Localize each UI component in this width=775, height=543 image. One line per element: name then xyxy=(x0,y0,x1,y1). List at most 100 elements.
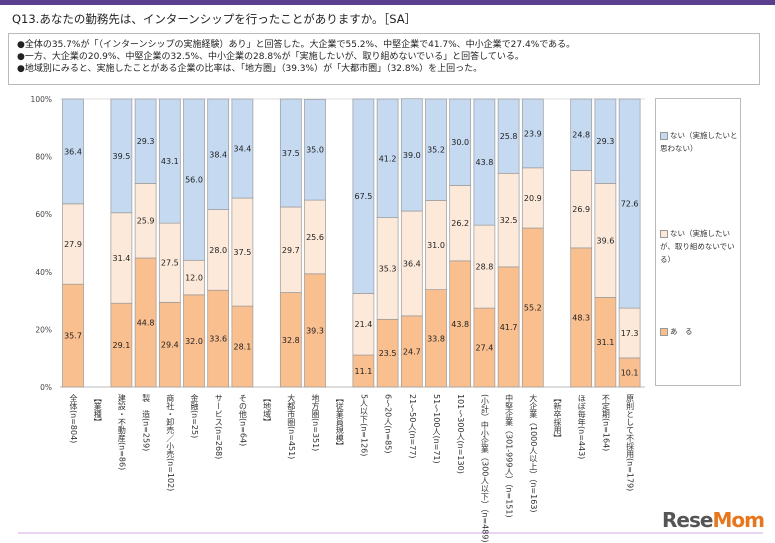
data-label: 33.6 xyxy=(209,335,227,344)
data-label: 11.1 xyxy=(354,367,372,376)
data-label: 44.8 xyxy=(137,318,155,327)
data-label: 31.4 xyxy=(112,254,130,263)
data-label: 35.0 xyxy=(306,146,324,155)
x-tick-label: 大都市圏(n=451) xyxy=(286,394,296,460)
data-label: 26.9 xyxy=(572,205,590,214)
data-label: 37.5 xyxy=(233,248,251,257)
legend: ない（実施したいと思わない） ない（実施したいが、取り組めないでいる） あ る xyxy=(655,98,741,386)
legend-item: ない（実施したいと思わない） xyxy=(660,131,738,153)
data-label: 31.0 xyxy=(427,241,445,250)
bar-segment xyxy=(376,98,399,219)
bar-segment xyxy=(425,98,447,201)
y-tick-label: 0% xyxy=(40,383,52,392)
bar-segment xyxy=(110,98,133,214)
data-label: 43.8 xyxy=(451,320,469,329)
y-tick-label: 100% xyxy=(31,95,52,104)
legend-swatch xyxy=(660,132,668,140)
data-label: 29.1 xyxy=(112,341,130,350)
data-label: 21.4 xyxy=(354,320,372,329)
data-label: 33.8 xyxy=(427,334,445,343)
legend-item: あ る xyxy=(660,325,738,338)
x-tick-label: 大企業（1000人以上）（n=163) xyxy=(528,394,538,513)
data-label: 41.2 xyxy=(379,154,397,163)
bar-segment xyxy=(618,98,641,309)
bar-segment xyxy=(521,98,544,169)
x-tick-label: 地方圏(n=351) xyxy=(311,394,320,452)
data-label: 43.8 xyxy=(475,158,493,167)
data-label: 38.4 xyxy=(209,150,227,159)
legend-swatch xyxy=(660,230,668,238)
chart-frame xyxy=(18,90,763,534)
bar-segment xyxy=(158,98,181,224)
bar-segment xyxy=(497,98,520,174)
data-label: 32.0 xyxy=(185,337,203,346)
legend-swatch xyxy=(660,328,668,336)
y-tick-label: 60% xyxy=(35,210,52,219)
summary-notes: ●全体の35.7%が「（インターンシップの実施経験）あり」と回答した。大企業で5… xyxy=(8,33,760,85)
x-tick-label: 【地域】 xyxy=(262,394,272,426)
x-tick-label: その他(n=64) xyxy=(238,394,248,447)
data-label: 39.6 xyxy=(596,236,614,245)
data-label: 28.1 xyxy=(233,343,251,352)
note-line: ●全体の35.7%が「（インターンシップの実施経験）あり」と回答した。大企業で5… xyxy=(17,40,576,50)
data-label: 43.1 xyxy=(161,157,179,166)
data-label: 32.8 xyxy=(282,336,300,345)
data-label: 35.2 xyxy=(427,146,445,155)
data-label: 36.4 xyxy=(64,147,82,156)
x-tick-label: サービス(n=268) xyxy=(214,394,224,460)
x-tick-label: 不定期(n=164) xyxy=(601,394,611,452)
bar-segment xyxy=(473,98,496,226)
data-label: 12.0 xyxy=(185,274,203,283)
x-tick-label: 商社・卸売／小売(n=102) xyxy=(165,394,175,492)
x-tick-label: 金融(n=25) xyxy=(190,394,199,439)
data-label: 72.6 xyxy=(621,200,639,209)
data-label: 29.7 xyxy=(282,246,300,255)
data-label: 48.3 xyxy=(572,313,590,322)
data-label: 35.7 xyxy=(64,332,82,341)
data-label: 25.6 xyxy=(306,233,324,242)
x-tick-label: 【業種】 xyxy=(93,394,103,426)
bar-segment xyxy=(134,98,157,184)
note-line: ●一方、大企業の20.9%、中堅企業の32.5%、中小企業の28.8%が「実施し… xyxy=(17,52,524,62)
data-label: 31.1 xyxy=(596,338,614,347)
y-tick-label: 40% xyxy=(35,268,52,277)
data-label: 37.5 xyxy=(282,149,300,158)
legend-item: ない（実施したいが、取り組めないでいる） xyxy=(660,229,735,264)
data-label: 28.8 xyxy=(475,263,493,272)
x-tick-label: 6～20人(n=85) xyxy=(383,394,393,454)
data-label: 39.3 xyxy=(306,326,324,335)
data-label: 24.8 xyxy=(572,131,590,140)
bar-segment xyxy=(62,98,84,205)
bar-segment xyxy=(594,98,617,184)
data-label: 25.9 xyxy=(137,217,155,226)
top-accent-bar xyxy=(0,0,775,5)
note-line: ●地域別にみると、実施したことがある企業の比率は、「地方圏」（39.3%）が「大… xyxy=(17,64,483,74)
bar-segment xyxy=(449,98,472,186)
data-label: 55.2 xyxy=(524,304,542,313)
data-label: 36.4 xyxy=(403,259,421,268)
x-tick-label: 中堅企業（301-999人）（n=151) xyxy=(504,394,514,518)
y-tick-label: 20% xyxy=(35,325,52,334)
data-label: 23.5 xyxy=(379,349,397,358)
data-label: 23.9 xyxy=(524,129,542,138)
data-label: 20.9 xyxy=(524,194,542,203)
data-label: 17.3 xyxy=(621,329,639,338)
data-label: 39.5 xyxy=(112,152,130,161)
bar-segment xyxy=(231,98,254,199)
y-tick-label: 80% xyxy=(35,153,52,162)
x-tick-label: 21～50人(n=77) xyxy=(407,394,417,459)
data-label: 41.7 xyxy=(500,323,518,332)
data-label: 29.4 xyxy=(161,341,179,350)
data-label: 32.5 xyxy=(500,216,518,225)
page-title: Q13.あなたの勤務先は、インターンシップを行ったことがありますか。［SA］ xyxy=(12,12,417,26)
data-label: 29.3 xyxy=(137,137,155,146)
bar-segment xyxy=(570,98,593,171)
bar-segment xyxy=(400,98,423,212)
x-tick-label: 原則として不採用(n=179) xyxy=(625,394,635,492)
resemom-logo: ReseMom xyxy=(662,508,765,532)
data-label: 26.2 xyxy=(451,219,469,228)
data-label: 39.0 xyxy=(403,151,421,160)
data-label: 24.7 xyxy=(403,347,421,356)
x-tick-label: (小計）中小企業（300人以下）（n=489) xyxy=(480,394,490,543)
